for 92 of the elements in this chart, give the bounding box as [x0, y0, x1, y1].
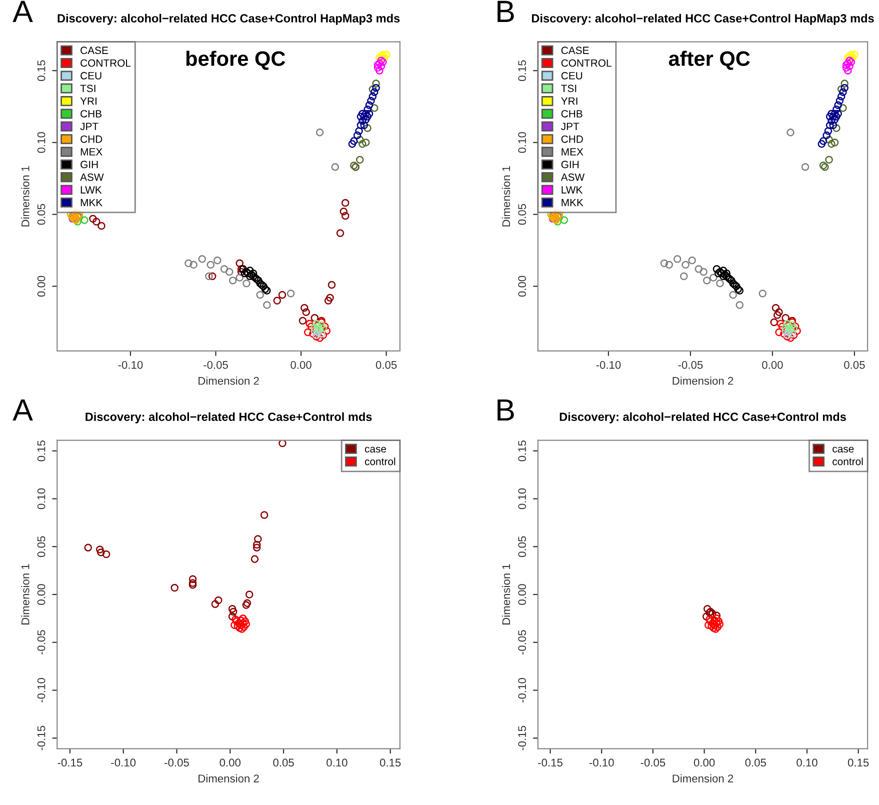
- y-tick-label: 0.10: [37, 488, 46, 510]
- x-axis-title: Dimension 2: [198, 376, 259, 385]
- x-tick-label: -0.10: [589, 758, 614, 767]
- x-tick-label: 0.00: [290, 360, 312, 369]
- legend-label: CHD: [561, 135, 583, 143]
- legend-label: case: [364, 446, 386, 453]
- x-tick-label: 0.00: [694, 758, 715, 767]
- x-tick-label: 0.00: [762, 360, 783, 369]
- x-tick-label: 0.15: [380, 758, 401, 767]
- x-tick-label: -0.10: [596, 360, 621, 369]
- legend-label: control: [364, 458, 396, 466]
- y-tick-label: 0.05: [518, 536, 526, 557]
- legend-label: JPT: [80, 122, 98, 130]
- y-tick-label: -0.15: [518, 726, 526, 750]
- chart-title: Discovery: alcohol−related HCC Case+Control mds: [86, 412, 372, 424]
- annotation: before QC: [186, 50, 286, 70]
- x-axis-title: Dimension 2: [198, 774, 259, 782]
- legend-label: CHB: [80, 110, 102, 118]
- chart-title: Discovery: alcohol−related HCC Case+Control mds: [560, 412, 846, 424]
- y-tick-label: -0.10: [37, 678, 46, 702]
- y-tick-label: 0.00: [37, 276, 46, 297]
- x-tick-label: -0.05: [164, 758, 189, 767]
- x-tick-label: 0.05: [376, 360, 397, 369]
- x-tick-label: -0.05: [204, 360, 228, 369]
- legend-label: CEU: [80, 72, 102, 80]
- x-axis-title: Dimension 2: [672, 774, 734, 782]
- y-tick-label: -0.05: [37, 630, 46, 655]
- x-tick-label: 0.10: [326, 758, 348, 767]
- legend-label: GIH: [561, 160, 579, 168]
- text: B: [498, 399, 514, 420]
- x-tick-label: -0.15: [58, 758, 82, 767]
- y-tick-label: 0.10: [518, 488, 526, 510]
- legend-label: LWK: [80, 186, 102, 194]
- y-axis-title: Dimension 1: [21, 564, 30, 624]
- y-tick-label: 0.15: [518, 440, 526, 462]
- legend-label: CASE: [80, 46, 108, 54]
- y-tick-label: 0.00: [518, 584, 526, 605]
- legend-label: TSI: [80, 84, 96, 92]
- annotation: after QC: [668, 50, 750, 70]
- y-tick-label: 0.15: [518, 60, 526, 81]
- y-tick-label: -0.05: [518, 630, 526, 655]
- y-axis-title: Dimension 1: [502, 166, 510, 226]
- legend-label: MEX: [80, 148, 102, 156]
- y-axis-title: Dimension 1: [502, 564, 510, 624]
- legend-label: CONTROL: [80, 59, 131, 67]
- x-axis-title: Dimension 2: [672, 376, 734, 385]
- legend-label: CASE: [561, 46, 589, 54]
- legend-label: CEU: [561, 72, 582, 80]
- x-tick-label: -0.05: [640, 758, 666, 767]
- x-tick-label: 0.15: [848, 758, 869, 767]
- y-tick-label: 0.05: [37, 204, 46, 225]
- y-tick-label: -0.15: [37, 726, 46, 750]
- x-tick-label: 0.00: [220, 758, 241, 767]
- legend-label: ASW: [80, 173, 104, 181]
- y-tick-label: 0.10: [518, 132, 526, 153]
- y-tick-label: 0.00: [518, 276, 526, 297]
- y-axis-title: Dimension 1: [21, 166, 30, 226]
- y-tick-label: 0.10: [37, 132, 46, 153]
- legend-label: MKK: [562, 198, 584, 206]
- y-tick-label: -0.10: [518, 678, 526, 702]
- text: A: [12, 399, 33, 420]
- legend-label: GIH: [80, 160, 98, 168]
- legend-label: LWK: [562, 186, 583, 194]
- legend-label: CONTROL: [561, 59, 612, 67]
- y-tick-label: 0.00: [37, 584, 46, 605]
- legend-label: JPT: [561, 122, 580, 130]
- legend-label: MEX: [562, 148, 584, 156]
- text: B: [498, 0, 514, 22]
- legend-label: YRI: [561, 98, 578, 105]
- x-tick-label: 0.05: [844, 360, 865, 369]
- legend-label: control: [832, 458, 863, 466]
- y-tick-label: 0.15: [37, 60, 46, 81]
- legend-label: ASW: [560, 173, 585, 181]
- x-tick-label: 0.05: [273, 758, 294, 767]
- x-tick-label: -0.10: [111, 758, 136, 767]
- legend-label: case: [832, 446, 854, 453]
- y-tick-label: 0.05: [518, 204, 526, 225]
- legend-label: TSI: [561, 84, 576, 92]
- x-tick-label: 0.10: [796, 758, 818, 767]
- x-tick-label: -0.10: [118, 360, 143, 369]
- chart-title: Discovery: alcohol−related HCC Case+Control HapMap3 mds: [532, 14, 874, 25]
- text: A: [12, 0, 33, 22]
- x-tick-label: 0.05: [745, 758, 766, 767]
- x-tick-label: -0.15: [538, 758, 562, 767]
- chart-title: Discovery: alcohol−related HCC Case+Control HapMap3 mds: [58, 14, 400, 25]
- legend-label: YRI: [80, 98, 96, 105]
- legend-label: MKK: [80, 198, 103, 206]
- y-tick-label: 0.15: [37, 440, 46, 462]
- legend-label: CHD: [80, 135, 102, 143]
- x-tick-label: -0.05: [678, 360, 703, 369]
- y-tick-label: 0.05: [37, 536, 46, 557]
- legend-label: CHB: [561, 110, 582, 118]
